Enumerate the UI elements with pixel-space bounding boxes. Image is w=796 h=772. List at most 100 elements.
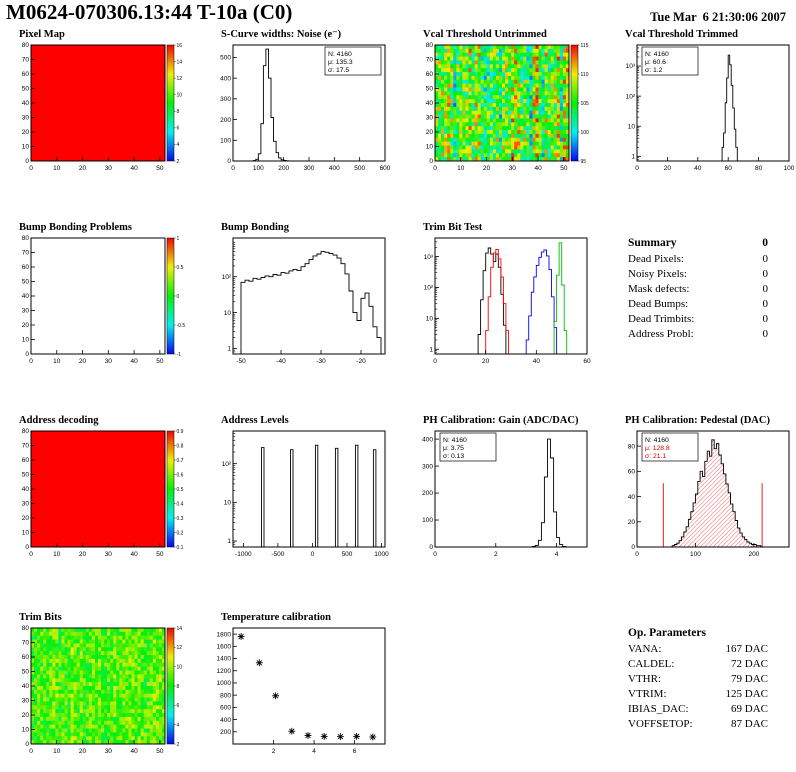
svg-text:8: 8	[177, 109, 180, 115]
svg-text:60: 60	[583, 358, 591, 365]
svg-text:80: 80	[22, 625, 30, 632]
svg-text:6: 6	[177, 126, 180, 132]
temperature-calibration-scatter: 2 4 6 200 400 600 800 1000 1200 1400 1600 1800	[217, 627, 386, 755]
svg-text:1: 1	[227, 538, 231, 545]
op-row-caldel: CALDEL: 72 DAC	[628, 657, 768, 672]
svg-text:4: 4	[177, 142, 180, 148]
svg-text:μ: 60.6: μ: 60.6	[645, 59, 666, 66]
op-row-ibias-dac: IBIAS_DAC: 69 DAC	[628, 702, 768, 717]
op-row-vthr: VTHR: 79 DAC	[628, 672, 768, 687]
svg-text:1: 1	[631, 154, 635, 161]
op-row-voffsetop: VOFFSETOP: 87 DAC	[628, 717, 768, 732]
op-value: 72 DAC	[731, 658, 768, 670]
summary-value: 0	[762, 268, 769, 280]
svg-text:10: 10	[22, 727, 30, 734]
svg-text:0: 0	[631, 544, 635, 551]
svg-text:0.4: 0.4	[177, 501, 184, 507]
svg-text:1400: 1400	[217, 656, 232, 663]
summary-label: Dead Trimbits:	[628, 313, 695, 325]
op-label: IBIAS_DAC:	[628, 703, 689, 715]
vcal-trimmed-title: Vcal Threshold Trimmed	[625, 29, 738, 40]
svg-text:-50: -50	[236, 358, 246, 365]
svg-text:1200: 1200	[217, 668, 232, 675]
summary-total: 0	[762, 237, 768, 249]
svg-text:115: 115	[581, 43, 589, 49]
svg-text:10: 10	[224, 500, 232, 507]
svg-text:200: 200	[422, 490, 433, 497]
svg-text:60: 60	[22, 654, 30, 661]
svg-text:μ: 3.75: μ: 3.75	[443, 445, 464, 452]
svg-text:100: 100	[253, 165, 264, 172]
pixel-map-title: Pixel Map	[19, 29, 65, 40]
svg-text:0: 0	[227, 158, 231, 165]
svg-text:0: 0	[231, 165, 235, 172]
summary-label: Dead Bumps:	[628, 298, 689, 310]
svg-text:20: 20	[628, 519, 636, 526]
svg-text:8: 8	[177, 684, 180, 690]
svg-text:50: 50	[22, 279, 30, 286]
vcal-untrimmed-title: Vcal Threshold Untrimmed	[423, 29, 547, 40]
svg-text:0: 0	[433, 165, 437, 172]
summary-header: Summary 0	[628, 237, 768, 249]
svg-text:20: 20	[22, 129, 30, 136]
page-title: M0624-070306.13:44 T-10a (C0)	[6, 0, 293, 24]
svg-text:12: 12	[177, 645, 183, 651]
svg-text:100: 100	[220, 137, 231, 144]
svg-text:60: 60	[22, 457, 30, 464]
svg-text:400: 400	[422, 436, 433, 443]
op-value: 167 DAC	[725, 643, 768, 655]
svg-text:40: 40	[130, 748, 138, 755]
svg-text:2: 2	[177, 159, 180, 165]
summary-panel: Summary 0 Dead Pixels: 0 Noisy Pixels: 0 M…	[612, 221, 796, 371]
svg-text:50: 50	[156, 551, 164, 558]
page-datetime: Tue Mar 6 21:30:06 2007	[650, 10, 786, 24]
svg-text:80: 80	[22, 42, 30, 49]
ph-gain-title: PH Calibration: Gain (ADC/DAC)	[423, 415, 579, 426]
svg-text:1: 1	[177, 236, 180, 242]
svg-text:100: 100	[690, 551, 701, 558]
svg-text:60: 60	[725, 165, 733, 172]
svg-text:50: 50	[156, 358, 164, 365]
svg-text:-1000: -1000	[235, 551, 252, 558]
svg-text:30: 30	[22, 115, 30, 122]
bump-problems-heatmap: 0 10 20 30 40 50 0 10 20 30 40 50 60 70 80 -1 -0.5 0 0.5 1	[22, 235, 186, 365]
svg-text:500: 500	[342, 551, 353, 558]
svg-text:0: 0	[433, 551, 437, 558]
svg-text:-1: -1	[177, 352, 182, 358]
svg-text:30: 30	[22, 698, 30, 705]
svg-text:0.5: 0.5	[177, 487, 184, 493]
svg-text:N: 4160: N: 4160	[328, 51, 352, 58]
panel-address-levels: Address Levels -1000 -500 0 500 1000 1 10 10²	[208, 414, 392, 564]
svg-text:300: 300	[220, 96, 231, 103]
svg-text:95: 95	[581, 159, 587, 165]
svg-text:50: 50	[22, 669, 30, 676]
svg-text:0: 0	[25, 544, 29, 551]
svg-text:10: 10	[53, 358, 61, 365]
svg-text:σ: 21.1: σ: 21.1	[645, 453, 666, 460]
svg-text:0: 0	[29, 358, 33, 365]
svg-text:0: 0	[311, 551, 315, 558]
svg-text:10: 10	[22, 144, 30, 151]
panel-vcal-trimmed: Vcal Threshold Trimmed 0 20 40 60 80 100 1 10 10…	[612, 28, 796, 178]
svg-text:0: 0	[29, 748, 33, 755]
address-decoding-heatmap: 0 10 20 30 40 50 0 10 20 30 40 50 60 70 80 0.1 0.2 0.3 0.4…	[22, 428, 184, 558]
panel-ph-pedestal: PH Calibration: Pedestal (DAC) 0 100 200 0 2…	[612, 414, 796, 564]
summary-value: 0	[762, 253, 769, 265]
svg-text:60: 60	[22, 264, 30, 271]
svg-text:30: 30	[105, 358, 113, 365]
scurve-noise-histogram: 0 100 200 300 400 500 600 0 100 200 300 400 500 N: 41…	[220, 44, 391, 172]
summary-row-dead-trimbits: Dead Trimbits: 0	[628, 312, 768, 327]
svg-text:600: 600	[380, 165, 391, 172]
svg-text:σ: 17.5: σ: 17.5	[328, 67, 349, 74]
summary-title: Summary	[628, 237, 677, 249]
svg-text:40: 40	[534, 165, 542, 172]
panel-vcal-untrimmed: Vcal Threshold Untrimmed 0 10 20 30 40 50 0 10 2…	[410, 28, 594, 178]
svg-text:0: 0	[29, 551, 33, 558]
svg-text:50: 50	[156, 165, 164, 172]
svg-text:10²: 10²	[222, 461, 232, 468]
svg-text:2: 2	[272, 748, 276, 755]
svg-text:10: 10	[22, 337, 30, 344]
address-levels-title: Address Levels	[221, 415, 289, 426]
svg-text:20: 20	[79, 551, 87, 558]
